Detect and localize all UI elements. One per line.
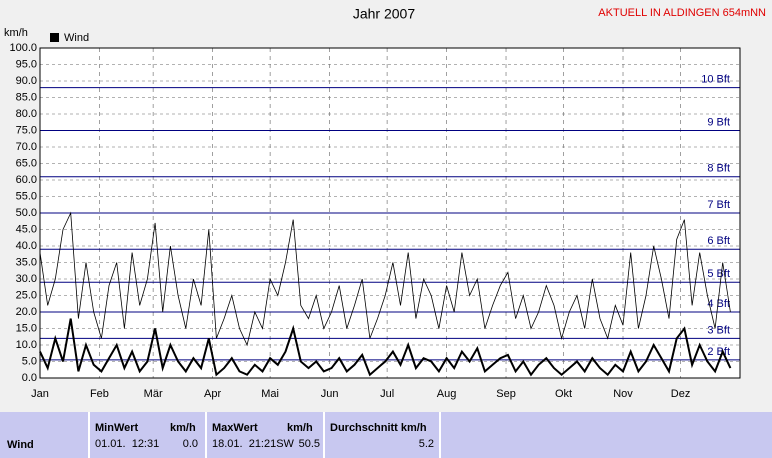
cell [325, 412, 441, 458]
beaufort-label: 10 Bft [701, 74, 730, 86]
unit: km/h [287, 422, 313, 434]
chart: Jahr 2007 AKTUELL IN ALDINGEN 654mNN km/… [4, 6, 766, 400]
x-tick-label: Aug [437, 388, 457, 400]
x-tick-label: Sep [496, 388, 516, 400]
beaufort-label: 2 Bft [707, 346, 730, 358]
legend-label: Wind [64, 32, 89, 44]
beaufort-label: 4 Bft [707, 298, 730, 310]
beaufort-label: 9 Bft [707, 116, 730, 128]
y-tick-label: 90.0 [16, 75, 37, 87]
y-tick-label: 75.0 [16, 124, 37, 136]
y-tick-label: 0.0 [22, 372, 37, 384]
x-tick-label: Apr [204, 388, 221, 400]
x-tick-label: Mai [261, 388, 279, 400]
cell [90, 412, 207, 458]
y-tick-label: 10.0 [16, 339, 37, 351]
y-tick-label: 5.0 [22, 355, 37, 367]
y-tick-label: 35.0 [16, 256, 37, 268]
station: AKTUELL IN ALDINGEN 654mNN [598, 7, 766, 19]
header: MinWert [95, 422, 139, 434]
beaufort-label: 8 Bft [707, 163, 730, 175]
y-tick-label: 30.0 [16, 273, 37, 285]
x-tick-label: Feb [90, 388, 109, 400]
y-tick-label: 100.0 [9, 42, 37, 54]
unit: km/h [170, 422, 196, 434]
data-line [39, 211, 731, 347]
y-axis-label: km/h [4, 27, 28, 39]
beaufort-label: 7 Bft [707, 199, 730, 211]
y-tick-label: 60.0 [16, 174, 37, 186]
beaufort-label: 5 Bft [707, 268, 730, 280]
header: Durchschnitt km/h [330, 422, 427, 434]
value: 5.2 [418, 438, 434, 450]
y-tick-label: 45.0 [16, 223, 37, 235]
value: 0.0 [182, 438, 198, 450]
row-label: Wind [7, 439, 34, 451]
header: MaxWert [212, 422, 258, 434]
time: 01.01. 12:31 [95, 438, 160, 450]
cell [0, 412, 90, 458]
chart-title: Jahr 2007 [353, 6, 415, 22]
value: 50.5 [298, 438, 320, 450]
y-tick-label: 20.0 [16, 306, 37, 318]
y-tick-label: 55.0 [16, 190, 37, 202]
x-tick-label: Jan [31, 388, 49, 400]
y-tick-label: 50.0 [16, 207, 37, 219]
y-tick-label: 80.0 [16, 108, 37, 120]
legend-swatch [50, 33, 59, 42]
plot-border [39, 47, 741, 379]
y-tick-label: 25.0 [16, 289, 37, 301]
y-tick-label: 15.0 [16, 322, 37, 334]
beaufort-label: 6 Bft [707, 235, 730, 247]
y-tick-label: 85.0 [16, 91, 37, 103]
data-line [39, 318, 732, 377]
y-tick-label: 95.0 [16, 58, 37, 70]
x-tick-label: Nov [613, 388, 633, 400]
y-tick-label: 65.0 [16, 157, 37, 169]
x-tick-label: Okt [555, 388, 572, 400]
x-tick-label: Mär [144, 388, 163, 400]
y-tick-label: 40.0 [16, 240, 37, 252]
time: 18.01. 21:21SW [212, 438, 294, 450]
x-tick-label: Jul [380, 388, 394, 400]
x-tick-label: Jun [321, 388, 339, 400]
x-tick-label: Dez [671, 388, 691, 400]
beaufort-label: 3 Bft [707, 324, 730, 336]
y-tick-label: 70.0 [16, 141, 37, 153]
cell [207, 412, 325, 458]
stats-table: Wind MinWert km/h 01.01. 12:31 0.0 MaxWe… [0, 412, 772, 458]
